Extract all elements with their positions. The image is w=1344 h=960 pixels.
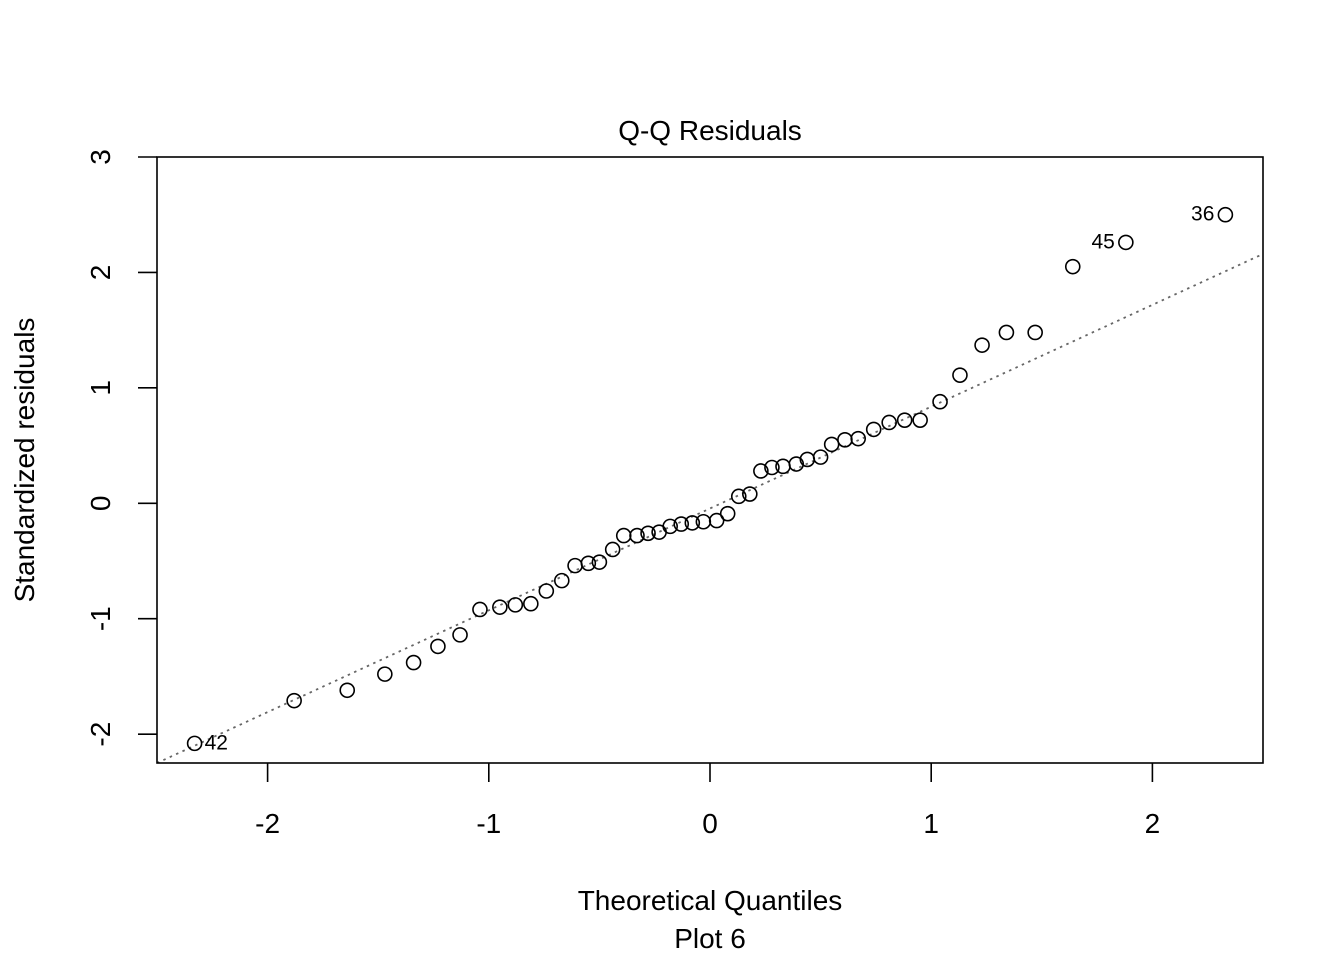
data-point bbox=[1217, 206, 1234, 223]
y-tick-label: 3 bbox=[85, 149, 116, 165]
data-point bbox=[492, 599, 508, 615]
data-point bbox=[629, 527, 645, 544]
data-point bbox=[742, 486, 758, 502]
x-tick-label: 1 bbox=[923, 808, 939, 839]
data-point bbox=[452, 627, 468, 643]
data-point bbox=[952, 367, 968, 383]
x-tick-label: -2 bbox=[255, 808, 280, 839]
data-point bbox=[896, 412, 913, 428]
data-point bbox=[850, 430, 867, 447]
data-point bbox=[523, 595, 539, 612]
data-point bbox=[405, 654, 422, 671]
x-tick-label: 2 bbox=[1145, 808, 1161, 839]
data-point bbox=[932, 393, 948, 410]
data-point bbox=[604, 541, 621, 558]
x-tick-label: -1 bbox=[476, 808, 501, 839]
y-tick-label: 1 bbox=[85, 380, 116, 396]
x-axis-ticks: -2 -1 0 1 2 bbox=[255, 763, 1160, 839]
data-points: 42 45 36 bbox=[186, 203, 1234, 754]
data-point bbox=[339, 682, 356, 699]
data-point bbox=[912, 412, 928, 428]
data-point bbox=[472, 601, 488, 618]
data-point bbox=[719, 505, 736, 522]
point-label: 45 bbox=[1091, 230, 1114, 253]
data-point bbox=[580, 555, 597, 572]
data-point bbox=[1064, 258, 1081, 275]
data-point bbox=[730, 488, 747, 505]
data-point bbox=[708, 512, 725, 529]
data-point bbox=[662, 518, 678, 535]
chart-title: Q-Q Residuals bbox=[618, 115, 802, 146]
plot-frame bbox=[156, 156, 1264, 764]
y-tick-label: 0 bbox=[85, 495, 116, 511]
data-point bbox=[998, 324, 1015, 341]
y-axis-label: Standardized residuals bbox=[9, 318, 40, 603]
data-point bbox=[377, 666, 393, 682]
data-point bbox=[186, 735, 203, 752]
data-point bbox=[430, 638, 446, 655]
y-tick-label: 2 bbox=[85, 265, 116, 281]
y-tick-label: -1 bbox=[85, 606, 116, 631]
data-point bbox=[753, 463, 769, 479]
data-point bbox=[865, 421, 882, 438]
data-point bbox=[591, 554, 608, 570]
x-tick-label: 0 bbox=[702, 808, 718, 839]
data-point bbox=[507, 597, 524, 613]
data-point bbox=[974, 337, 990, 353]
data-point bbox=[788, 456, 805, 472]
data-point bbox=[673, 516, 690, 532]
data-point bbox=[1118, 234, 1134, 251]
data-point bbox=[684, 515, 701, 531]
data-point bbox=[640, 525, 656, 542]
point-label: 42 bbox=[205, 731, 228, 754]
y-axis-ticks: -2 -1 0 1 2 3 bbox=[85, 149, 157, 747]
x-axis-label: Theoretical Quantiles bbox=[578, 885, 843, 916]
point-label: 36 bbox=[1191, 203, 1214, 226]
chart-subtitle: Plot 6 bbox=[674, 923, 746, 954]
data-point bbox=[764, 459, 780, 476]
data-point bbox=[812, 449, 829, 465]
y-tick-label: -2 bbox=[85, 722, 116, 747]
data-point bbox=[538, 583, 555, 599]
data-point bbox=[286, 692, 302, 709]
data-point bbox=[553, 572, 570, 589]
data-point bbox=[1027, 324, 1043, 341]
data-point bbox=[881, 414, 897, 431]
